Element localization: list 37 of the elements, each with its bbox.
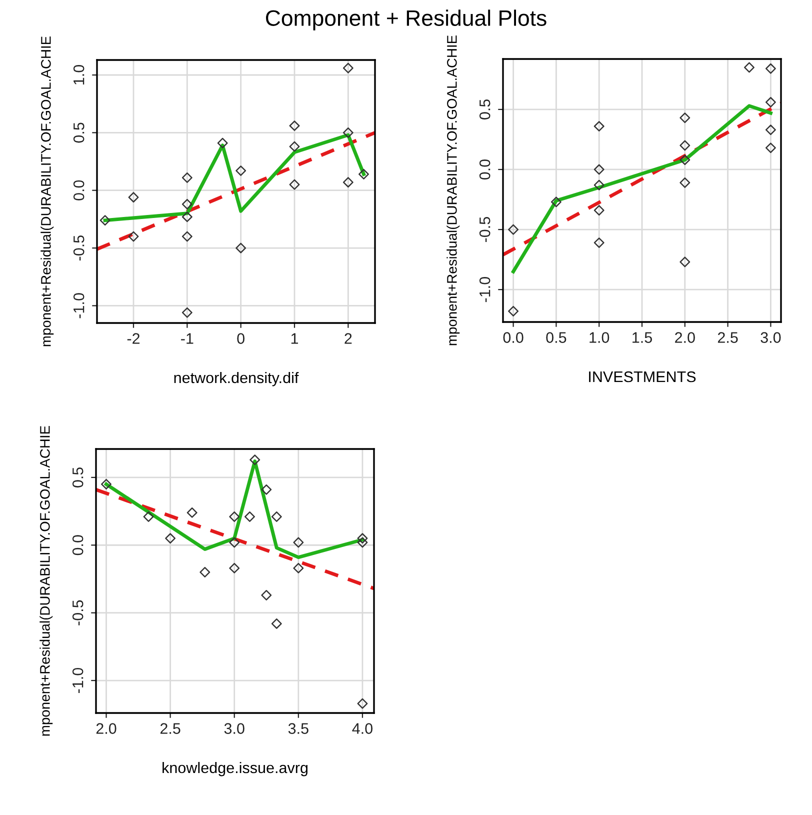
x-tick-label: 3.0 [760,332,781,343]
x-tick-label: -1 [181,333,194,344]
x-tick-label: 2.5 [718,332,738,343]
y-tick-label: 1.0 [73,64,84,84]
x-tick-label: 4.0 [352,723,372,734]
x-tick-label: -2 [127,333,140,344]
x-axis-title: network.density.dif [174,372,299,386]
y-tick-label: -1.0 [73,293,84,318]
y-tick-label: -0.5 [479,217,490,242]
y-tick-label: -1.0 [479,277,490,302]
chart-title: Component + Residual Plots [266,10,546,30]
y-tick-label: 0.5 [73,122,84,143]
x-tick-label: 3.0 [224,723,244,734]
y-tick-label: -0.5 [72,600,84,626]
x-tick-label: 2.0 [675,332,695,343]
x-tick-label: 0 [237,333,244,344]
y-tick-label: 0.0 [73,180,84,200]
y-tick-label: -1.0 [72,668,84,693]
x-tick-label: 0.5 [546,332,566,343]
y-tick-label: -0.5 [73,236,84,261]
x-axis-title: knowledge.issue.avrg [162,762,308,776]
x-tick-label: 2.5 [160,723,180,734]
y-axis-title: mponent+Residual(DURABILITY.OF.GOAL.ACHIE [40,426,53,736]
y-tick-label: 0.0 [72,535,84,556]
x-axis-title: INVESTMENTS [589,371,696,382]
y-tick-label: 0.5 [479,99,490,120]
x-tick-label: 2.0 [96,723,116,734]
x-tick-label: 1.0 [590,332,610,343]
x-tick-label: 1 [291,333,298,344]
y-tick-label: 0.5 [72,467,84,488]
y-axis-title: mponent+Residual(DURABILITY.OF.GOAL.ACHIE [40,36,54,346]
x-tick-label: 0.0 [503,332,524,343]
y-tick-label: 0.0 [479,159,490,180]
y-axis-title: mponent+Residual(DURABILITY.OF.GOAL.ACHIE [446,35,460,346]
x-tick-label: 2 [344,333,352,344]
x-tick-label: 3.5 [288,723,308,734]
x-tick-label: 1.5 [632,332,652,343]
